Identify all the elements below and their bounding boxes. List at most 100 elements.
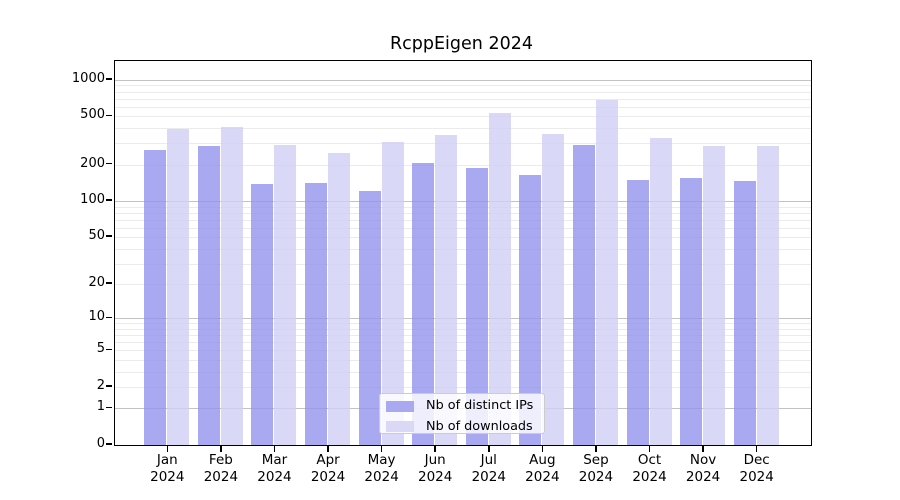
gridline-minor-3 (114, 371, 811, 373)
y-tick-mark-5 (106, 348, 112, 351)
legend-label-distinct-ips: Nb of distinct IPs (426, 398, 534, 413)
y-tick-label-2: 2 (96, 377, 105, 393)
x-tick-label-jul: Jul 2024 (471, 452, 506, 485)
y-tick-label-50: 50 (88, 228, 105, 244)
y-tick-mark-2 (106, 385, 112, 387)
bar-distinct-ips-may (358, 191, 381, 445)
x-tick-mark-aug (541, 445, 544, 452)
gridline-minor-8 (114, 328, 811, 330)
x-tick-label-sep: Sep 2024 (578, 452, 614, 485)
gridline-minor-300 (114, 143, 811, 145)
gridline-minor-700 (114, 98, 811, 100)
bar-downloads-jan (167, 128, 190, 445)
bar-distinct-ips-feb (197, 146, 220, 445)
gridline-minor-4 (114, 359, 811, 361)
y-tick-label-100: 100 (80, 192, 105, 208)
y-tick-label-5: 5 (96, 341, 105, 357)
y-tick-mark-200 (106, 162, 112, 165)
y-tick-label-1000: 1000 (71, 70, 105, 86)
gridline-major-1000 (114, 79, 811, 81)
gridline-minor-7 (114, 335, 811, 337)
x-tick-mark-jan (166, 445, 169, 452)
x-tick-label-mar: Mar 2024 (257, 452, 292, 485)
x-tick-mark-apr (327, 445, 329, 452)
bar-downloads-dec (756, 146, 779, 445)
legend-swatch-downloads (386, 421, 414, 432)
y-tick-mark-0 (106, 443, 112, 445)
legend-swatch-distinct-ips (386, 400, 414, 412)
gridline-minor-6 (114, 342, 811, 344)
bar-downloads-aug (542, 134, 565, 445)
y-tick-label-500: 500 (80, 107, 105, 123)
bar-downloads-oct (649, 138, 672, 445)
x-tick-label-apr: Apr 2024 (310, 452, 346, 485)
x-tick-label-dec: Dec 2024 (739, 452, 774, 485)
gridline-minor-9 (114, 323, 811, 325)
gridline-minor-2 (114, 386, 811, 388)
legend-label-downloads: Nb of downloads (426, 418, 533, 434)
bar-downloads-mar (274, 145, 297, 445)
bar-distinct-ips-apr (305, 183, 328, 445)
y-tick-mark-50 (106, 235, 112, 237)
y-tick-mark-10 (106, 316, 112, 318)
x-tick-label-aug: Aug 2024 (525, 452, 560, 485)
plot-area (113, 59, 812, 446)
x-tick-mark-dec (755, 445, 758, 452)
bar-downloads-nov (703, 146, 726, 445)
gridline-minor-70 (114, 219, 811, 221)
x-tick-mark-jun (434, 445, 436, 452)
x-tick-mark-feb (220, 445, 222, 452)
bar-distinct-ips-nov (680, 178, 703, 445)
bar-downloads-jul (488, 112, 511, 445)
gridline-minor-90 (114, 206, 811, 208)
bar-distinct-ips-aug (519, 174, 542, 445)
x-tick-label-may: May 2024 (364, 452, 399, 485)
y-tick-mark-100 (106, 199, 112, 201)
x-tick-label-jan: Jan 2024 (150, 452, 185, 485)
x-tick-label-jun: Jun 2024 (418, 452, 453, 485)
gridline-minor-200 (114, 164, 811, 166)
gridline-minor-30 (114, 263, 811, 265)
bar-distinct-ips-dec (733, 180, 756, 445)
bar-distinct-ips-jul (465, 168, 488, 445)
y-tick-mark-1000 (106, 78, 112, 80)
x-tick-label-oct: Oct 2024 (632, 452, 667, 485)
bar-distinct-ips-jun (412, 162, 435, 445)
bar-downloads-feb (220, 126, 243, 445)
bar-downloads-may (381, 141, 404, 445)
bar-distinct-ips-sep (572, 144, 595, 445)
y-tick-label-200: 200 (80, 155, 105, 171)
gridline-minor-5 (114, 350, 811, 352)
y-tick-label-20: 20 (88, 275, 105, 291)
y-tick-mark-1 (106, 406, 112, 409)
y-tick-label-10: 10 (88, 309, 105, 325)
gridline-minor-20 (114, 284, 811, 286)
x-tick-label-nov: Nov 2024 (685, 452, 721, 485)
x-tick-mark-oct (648, 445, 651, 452)
gridline-minor-600 (114, 106, 811, 108)
x-tick-mark-mar (273, 445, 276, 452)
gridline-minor-500 (114, 116, 811, 118)
gridline-minor-800 (114, 91, 811, 93)
y-tick-mark-500 (106, 114, 112, 117)
bar-downloads-jun (435, 134, 458, 445)
chart-title: RcppEigen 2024 (390, 34, 533, 54)
gridline-minor-900 (114, 85, 811, 87)
gridline-minor-400 (114, 128, 811, 130)
gridline-minor-50 (114, 237, 811, 239)
bar-distinct-ips-oct (626, 179, 649, 445)
y-tick-mark-20 (106, 282, 112, 284)
x-tick-mark-may (380, 445, 383, 452)
bar-distinct-ips-mar (251, 184, 274, 445)
gridline-minor-40 (114, 248, 811, 250)
y-tick-label-1: 1 (96, 399, 105, 415)
x-tick-mark-sep (595, 445, 597, 452)
gridline-minor-60 (114, 227, 811, 229)
gridline-major-100 (114, 201, 811, 203)
x-tick-mark-nov (702, 445, 704, 452)
legend: Nb of distinct IPs Nb of downloads (379, 392, 545, 434)
x-tick-mark-jul (488, 445, 490, 452)
gridline-major-10 (114, 318, 811, 320)
bar-downloads-sep (595, 100, 618, 445)
